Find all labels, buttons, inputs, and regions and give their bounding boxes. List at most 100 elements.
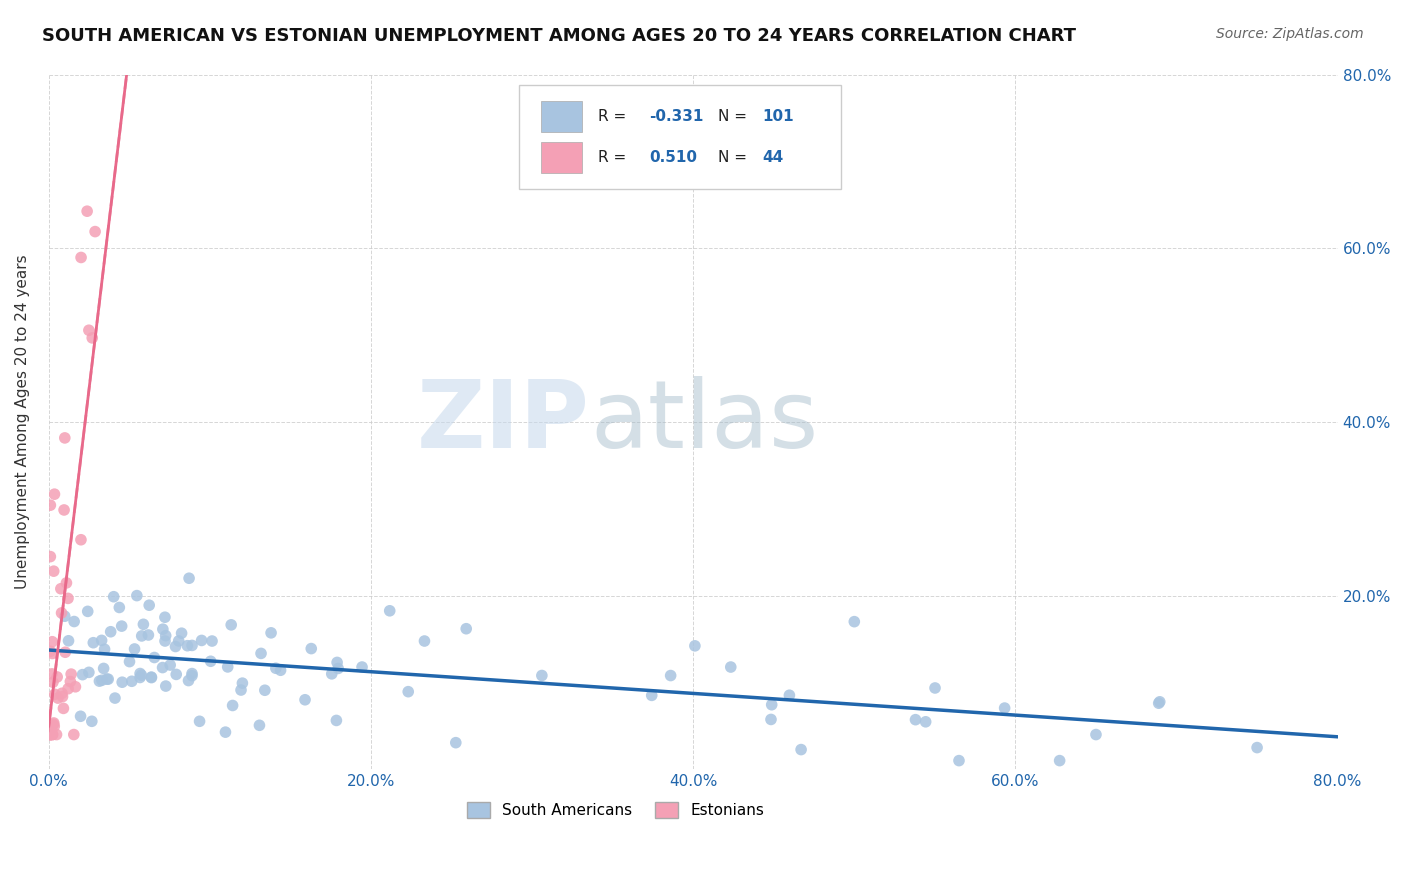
- Point: [51, 686, 73, 700]
- Point: [152, 622, 174, 636]
- Point: [65, 680, 87, 694]
- Point: [844, 615, 866, 629]
- Point: [42, 717, 65, 731]
- Point: [111, 619, 134, 633]
- Point: [82, 331, 104, 345]
- Text: SOUTH AMERICAN VS ESTONIAN UNEMPLOYMENT AMONG AGES 20 TO 24 YEARS CORRELATION CH: SOUTH AMERICAN VS ESTONIAN UNEMPLOYMENT …: [42, 27, 1076, 45]
- Text: atlas: atlas: [591, 376, 818, 468]
- Point: [51, 690, 73, 704]
- Point: [159, 658, 181, 673]
- Point: [165, 640, 187, 654]
- FancyBboxPatch shape: [541, 101, 582, 132]
- Point: [914, 714, 936, 729]
- Point: [76, 604, 98, 618]
- Point: [350, 660, 373, 674]
- Point: [121, 674, 143, 689]
- Point: [63, 728, 86, 742]
- Point: [42, 716, 65, 731]
- Point: [49, 582, 72, 596]
- Text: 101: 101: [763, 109, 794, 124]
- Text: N =: N =: [717, 109, 752, 124]
- Point: [1246, 740, 1268, 755]
- Point: [761, 698, 783, 712]
- Point: [77, 665, 100, 680]
- Point: [56, 681, 79, 696]
- Point: [641, 689, 664, 703]
- Point: [155, 679, 177, 693]
- Point: [132, 617, 155, 632]
- Point: [58, 633, 80, 648]
- Point: [53, 645, 76, 659]
- Point: [42, 564, 65, 578]
- Point: [44, 687, 66, 701]
- Point: [80, 714, 103, 729]
- Point: [63, 615, 86, 629]
- Point: [44, 719, 66, 733]
- Point: [143, 650, 166, 665]
- Point: [181, 666, 204, 681]
- Point: [264, 661, 287, 675]
- Point: [39, 549, 62, 564]
- Point: [270, 663, 292, 677]
- Point: [129, 671, 152, 685]
- Point: [1084, 728, 1107, 742]
- Point: [759, 713, 782, 727]
- Point: [125, 589, 148, 603]
- Point: [59, 674, 82, 689]
- Point: [790, 742, 813, 756]
- Point: [46, 691, 69, 706]
- Point: [53, 431, 76, 445]
- Point: [100, 624, 122, 639]
- FancyBboxPatch shape: [541, 142, 582, 173]
- Point: [96, 672, 118, 686]
- Text: -0.331: -0.331: [650, 109, 704, 124]
- Point: [413, 634, 436, 648]
- Point: [138, 628, 160, 642]
- Point: [181, 669, 204, 683]
- Point: [948, 754, 970, 768]
- Point: [118, 655, 141, 669]
- Point: [328, 661, 350, 675]
- Point: [124, 642, 146, 657]
- Point: [170, 626, 193, 640]
- Point: [84, 225, 107, 239]
- Point: [294, 692, 316, 706]
- Point: [778, 688, 800, 702]
- Text: 0.510: 0.510: [650, 150, 697, 165]
- Legend: South Americans, Estonians: South Americans, Estonians: [461, 796, 770, 824]
- Point: [41, 728, 63, 742]
- Text: R =: R =: [598, 150, 631, 165]
- Point: [683, 639, 706, 653]
- Point: [56, 591, 79, 606]
- Point: [720, 660, 742, 674]
- Text: 44: 44: [763, 150, 785, 165]
- Point: [51, 606, 73, 620]
- Point: [456, 622, 478, 636]
- FancyBboxPatch shape: [519, 85, 841, 189]
- Point: [299, 641, 322, 656]
- Point: [39, 728, 62, 742]
- Point: [994, 701, 1017, 715]
- Point: [378, 604, 401, 618]
- Point: [53, 503, 76, 517]
- Point: [188, 714, 211, 729]
- Point: [131, 668, 153, 682]
- Point: [42, 675, 65, 690]
- Point: [153, 610, 176, 624]
- Point: [181, 639, 204, 653]
- Point: [39, 728, 62, 742]
- Point: [530, 668, 553, 682]
- Point: [200, 654, 222, 668]
- Point: [52, 701, 75, 715]
- Y-axis label: Unemployment Among Ages 20 to 24 years: Unemployment Among Ages 20 to 24 years: [15, 254, 30, 590]
- Point: [153, 634, 176, 648]
- Point: [167, 634, 190, 648]
- Point: [41, 666, 63, 681]
- Point: [141, 670, 163, 684]
- Point: [60, 667, 83, 681]
- Point: [221, 698, 243, 713]
- Point: [214, 725, 236, 739]
- Point: [70, 533, 93, 547]
- Point: [39, 644, 62, 658]
- Point: [326, 656, 349, 670]
